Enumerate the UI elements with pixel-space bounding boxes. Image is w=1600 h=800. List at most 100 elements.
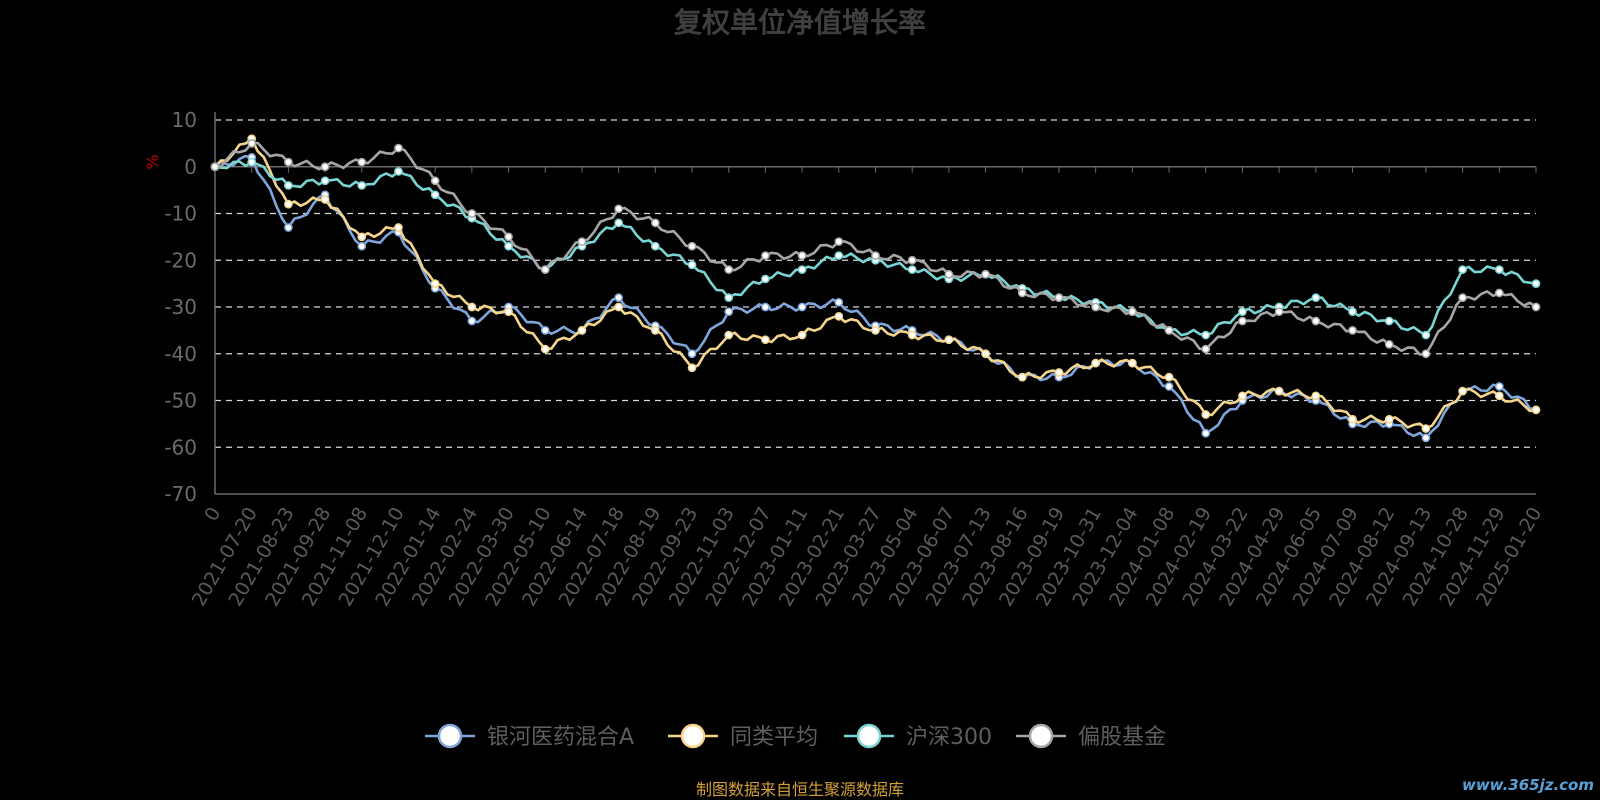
legend-item[interactable]: 同类平均 (668, 723, 818, 750)
data-point (357, 157, 367, 167)
data-point (1421, 433, 1431, 443)
data-point (1494, 382, 1504, 391)
data-point (1238, 316, 1247, 326)
data-point (724, 330, 734, 340)
data-point (357, 241, 367, 251)
legend-marker (437, 723, 463, 749)
y-tick-label: -40 (164, 342, 197, 366)
data-point (1421, 330, 1431, 340)
data-point (1494, 265, 1504, 274)
data-point (540, 265, 550, 274)
data-point (614, 204, 623, 214)
data-point (944, 269, 954, 279)
data-point (504, 307, 513, 317)
x-tick-label: 0 (200, 504, 225, 525)
y-tick-label: -20 (164, 248, 197, 272)
series-0 (210, 153, 1541, 443)
data-point (1531, 279, 1541, 288)
data-point (1238, 307, 1247, 317)
data-point (1494, 288, 1504, 298)
data-point (1458, 293, 1467, 302)
data-point (981, 349, 990, 359)
data-point (1458, 265, 1467, 274)
data-point (504, 241, 513, 251)
data-point (1201, 410, 1211, 419)
data-point (1274, 386, 1284, 396)
data-point (1054, 368, 1064, 377)
data-point (907, 330, 917, 340)
data-point (1348, 414, 1357, 424)
legend-item[interactable]: 银河医药混合A (425, 723, 634, 750)
data-point (1348, 326, 1357, 335)
data-source-note: 制图数据来自恒生聚源数据库 (696, 780, 904, 799)
data-point (1164, 382, 1174, 391)
data-point (540, 344, 550, 354)
data-point (1421, 349, 1431, 359)
data-point (1494, 391, 1504, 401)
data-point (1238, 391, 1247, 401)
series-line (214, 137, 1537, 430)
data-point (614, 218, 623, 228)
data-point (284, 199, 293, 209)
data-point (1201, 428, 1211, 438)
legend-label: 沪深300 (906, 725, 992, 750)
data-point (907, 255, 917, 265)
data-point (650, 241, 660, 251)
data-point (467, 302, 477, 312)
y-axis-ticks: 10 0 -10 -20 -30 -40 -50 -60 -70 (164, 108, 197, 506)
data-point (687, 363, 697, 373)
data-point (284, 223, 293, 232)
data-point (834, 297, 844, 307)
y-tick-label: -10 (164, 202, 197, 226)
series-1 (210, 134, 1541, 433)
data-point (1311, 316, 1321, 326)
data-point (357, 232, 367, 242)
data-point (834, 251, 844, 260)
data-point (320, 162, 330, 172)
axes (214, 112, 1537, 495)
y-tick-label: -50 (164, 389, 197, 413)
data-point (357, 181, 367, 190)
data-point (650, 326, 660, 335)
data-point (1531, 302, 1541, 312)
data-point (981, 269, 990, 279)
data-point (907, 265, 917, 274)
data-point (1384, 340, 1394, 349)
data-point (944, 335, 954, 345)
data-point (1531, 405, 1541, 415)
data-point (394, 167, 403, 176)
data-point (871, 326, 880, 335)
data-point (1091, 358, 1101, 368)
data-point (577, 326, 587, 335)
y-axis-unit: % (143, 154, 162, 169)
watermark: www.365jz.com (1462, 776, 1594, 794)
data-point (1091, 302, 1101, 312)
data-point (1384, 316, 1394, 326)
data-point (614, 302, 623, 312)
data-point (1421, 424, 1431, 433)
data-point (687, 260, 697, 270)
data-point (871, 251, 880, 260)
legend-label: 偏股基金 (1078, 725, 1166, 750)
data-point (1348, 307, 1357, 317)
data-point (394, 223, 403, 232)
legend-item[interactable]: 沪深300 (844, 723, 992, 750)
legend-item[interactable]: 偏股基金 (1016, 723, 1166, 750)
data-point (724, 307, 734, 317)
y-tick-label: -60 (164, 435, 197, 459)
y-tick-label: 10 (172, 108, 197, 132)
data-point (284, 157, 293, 167)
data-point (430, 190, 440, 200)
legend[interactable]: 银河医药混合A 同类平均 沪深300 偏股基金 (425, 723, 1166, 750)
data-point (504, 232, 513, 242)
data-point (1311, 293, 1321, 302)
data-point (614, 293, 623, 302)
data-point (247, 139, 257, 148)
data-point (797, 302, 807, 312)
data-point (1201, 330, 1211, 340)
series-lines (210, 134, 1541, 443)
data-point (761, 335, 770, 345)
data-point (724, 265, 734, 274)
data-point (430, 279, 440, 288)
